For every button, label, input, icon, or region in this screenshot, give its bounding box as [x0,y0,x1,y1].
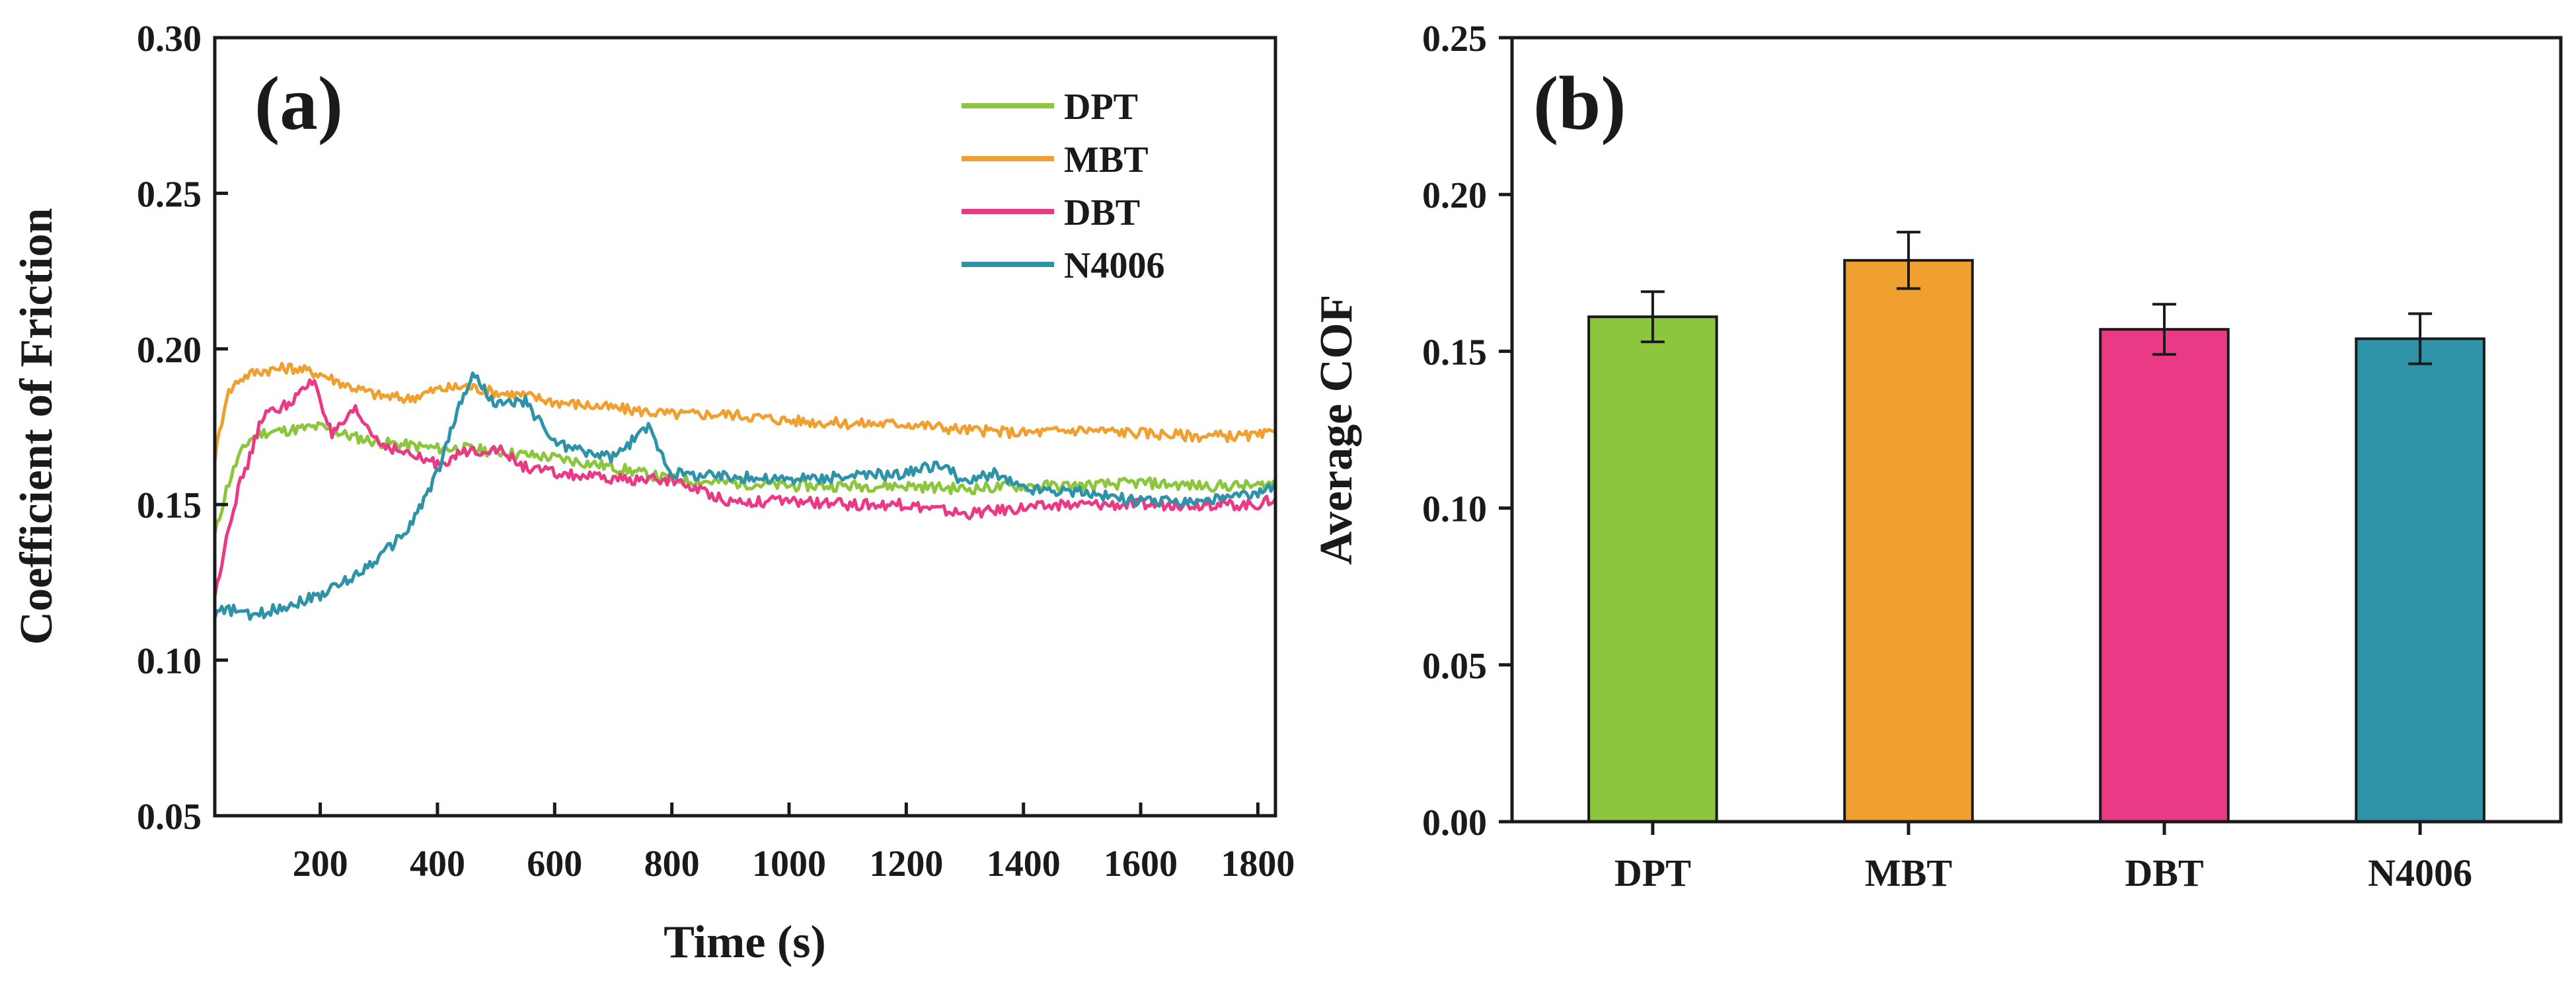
series-line-n4006 [213,371,1277,621]
x-tick-label: 800 [644,844,700,884]
y-tick-label: 0.25 [137,174,202,215]
series-line-dpt [213,421,1277,535]
panel-a-label: (a) [254,61,343,145]
x-tick-label: 1600 [1104,844,1178,884]
panel-b-y-axis: 0.00 0.05 0.10 0.15 0.20 0.25 [1422,19,1512,844]
panel-b-x-axis: DPT MBT DBT N4006 [1614,822,2472,894]
category-label-dpt: DPT [1614,851,1691,894]
x-tick-label: 1200 [869,844,943,884]
y-tick-label: 0.05 [1422,646,1487,687]
x-tick-label: 1400 [987,844,1061,884]
y-tick-label: 0.20 [1422,175,1487,216]
x-tick-label: 600 [527,844,582,884]
category-label-dbt: DBT [2125,851,2203,894]
legend-label-n4006: N4006 [1064,245,1164,286]
panel-b-plot-frame [1510,36,2563,824]
panel-a-y-axis-title: Coefficient of Friction [11,208,62,645]
y-tick-label: 0.30 [137,19,202,59]
x-tick-label: 1800 [1221,844,1295,884]
legend-label-dbt: DBT [1064,192,1140,233]
x-tick-label: 1000 [752,844,826,884]
error-bar-mbt [1896,231,1920,290]
bar-n4006 [2355,337,2485,823]
bar-dpt [1587,315,1718,823]
error-bar-dpt [1640,290,1665,344]
panel-b-label: (b) [1533,61,1626,145]
y-tick-label: 0.25 [1422,19,1487,59]
panel-a-y-axis: 0.05 0.10 0.15 0.20 0.25 0.30 [137,19,228,838]
y-tick-label: 0.10 [137,641,202,682]
series-line-mbt [213,362,1277,463]
series-line-dbt [213,378,1277,598]
error-bar-dbt [2152,303,2177,356]
panel-a-x-axis: 200 400 600 800 1000 1200 1400 1600 1800 [293,803,1295,884]
panel-a-plot-frame [213,36,1277,818]
x-tick-label: 400 [410,844,465,884]
panel-a-series-group [213,362,1277,621]
panel-b-y-axis-title: Average COF [1311,295,1362,565]
panel-b-bars-group [1587,231,2485,824]
bar-dbt [2099,328,2230,823]
legend-label-dpt: DPT [1064,87,1138,128]
y-tick-label: 0.10 [1422,489,1487,530]
panel-a-line-chart: 200 400 600 800 1000 1200 1400 1600 1800 0.05 0.1… [11,19,1295,968]
panel-a-x-axis-title: Time (s) [663,917,826,968]
category-label-n4006: N4006 [2368,851,2472,894]
y-tick-label: 0.15 [137,485,202,526]
bar-mbt [1843,258,1974,824]
y-tick-label: 0.15 [1422,332,1487,373]
panel-a-legend: DPT MBT DBT N4006 [962,87,1164,286]
category-label-mbt: MBT [1865,851,1952,894]
y-tick-label: 0.00 [1422,803,1487,844]
error-bar-n4006 [2408,312,2433,366]
x-tick-label: 200 [293,844,348,884]
y-tick-label: 0.20 [137,330,202,371]
panel-b-bar-chart: DPT MBT DBT N4006 0.000.050.100.150.200.25 … [1311,19,2563,894]
legend-label-mbt: MBT [1064,139,1149,180]
y-tick-label: 0.05 [137,797,202,838]
